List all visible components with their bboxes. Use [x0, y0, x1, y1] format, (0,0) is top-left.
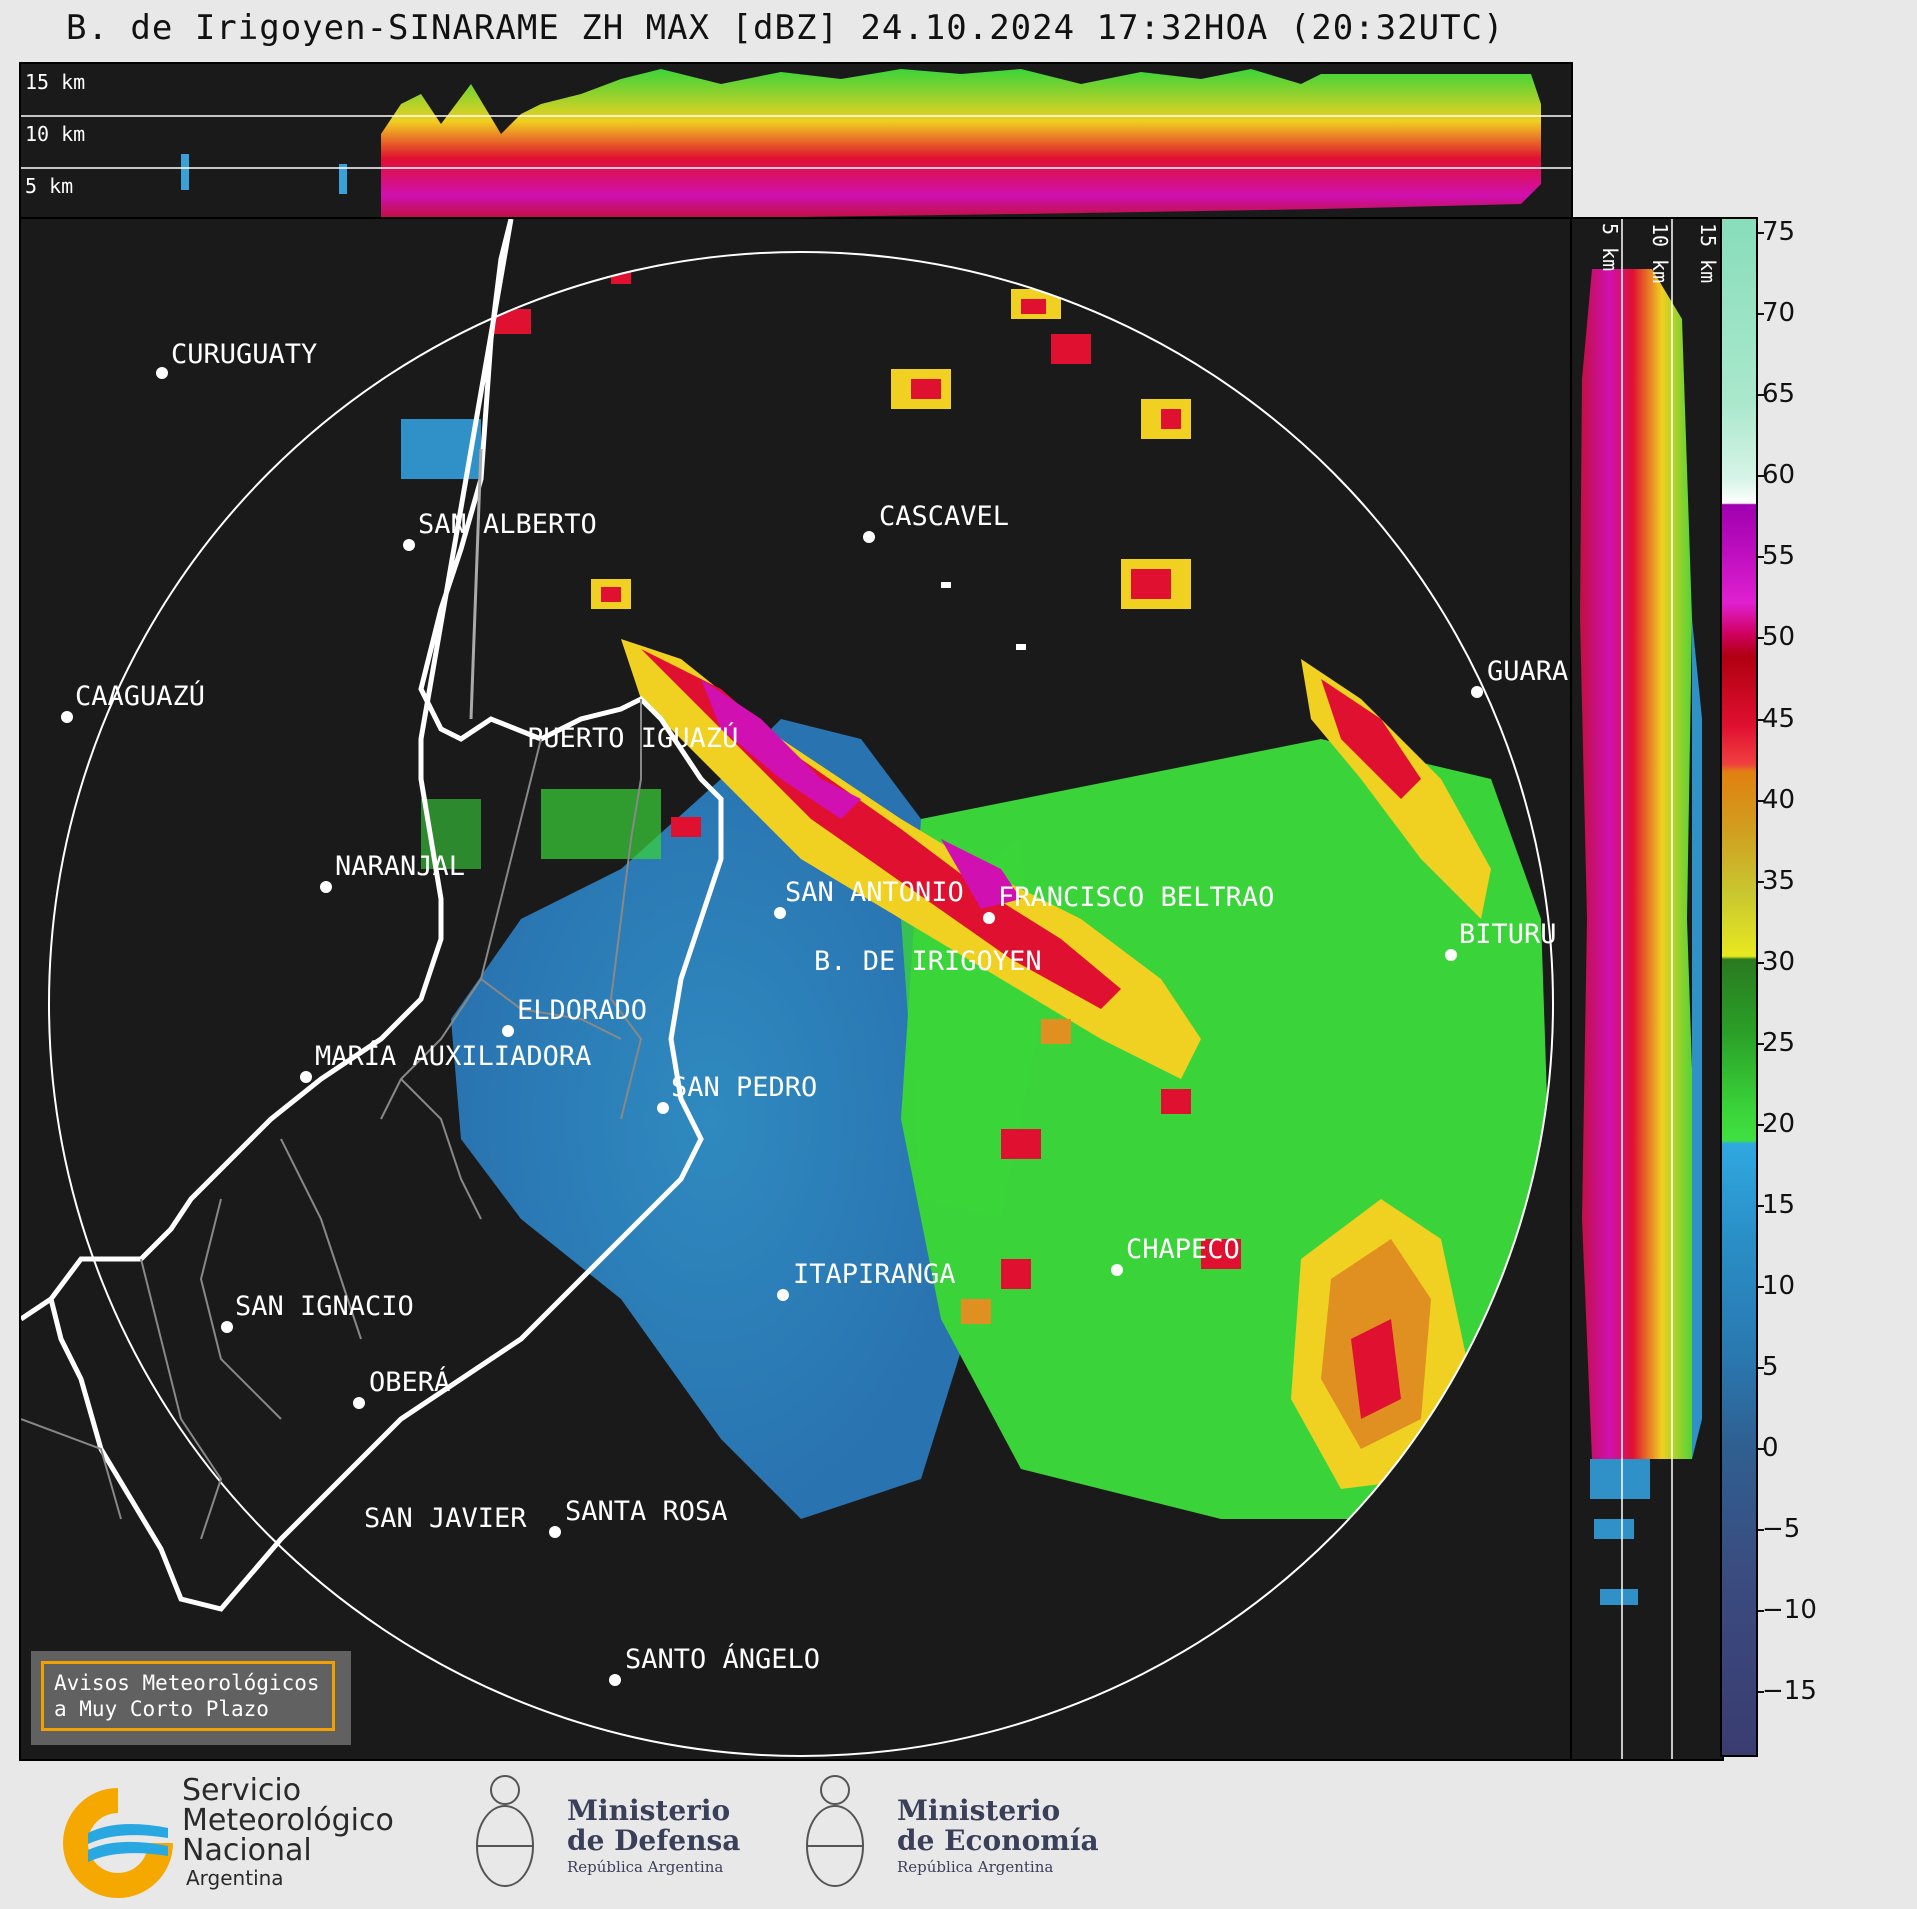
city-label-san-antonio: SAN ANTONIO	[785, 877, 964, 908]
city-dot-santo-angelo	[609, 1674, 621, 1686]
notice-frame: Avisos Meteorológicos a Muy Corto Plazo	[41, 1661, 335, 1731]
top-cross-section-image	[21, 69, 1571, 218]
smn-line-3: Nacional	[182, 1833, 312, 1868]
defensa-coat-of-arms-icon	[476, 1775, 534, 1887]
economia-line-3: República Argentina	[897, 1858, 1054, 1876]
defensa-name: Ministerio de Defensa República Argentin…	[567, 1796, 740, 1878]
city-label-naranjal: NARANJAL	[335, 851, 466, 882]
city-label-b-de-irigoyen: B. DE IRIGOYEN	[814, 946, 1042, 977]
city-label-chapeco: CHAPECO	[1126, 1234, 1240, 1265]
smn-line-1: Servicio	[182, 1773, 302, 1808]
colorbar-tick-label: 70	[1757, 298, 1796, 329]
top-alt-label-10: 10 km	[25, 122, 86, 146]
dbz-colorbar	[1720, 217, 1758, 1757]
city-dot-obera	[353, 1397, 365, 1409]
city-label-santa-rosa: SANTA ROSA	[565, 1496, 728, 1527]
colorbar-tick-label: 55	[1757, 541, 1796, 572]
colorbar-tick-label: −10	[1758, 1595, 1817, 1626]
city-dot-bituru	[1445, 949, 1457, 961]
city-dot-maria-auxiliadora	[300, 1071, 312, 1083]
economia-line-2: de Economía	[897, 1824, 1099, 1857]
radar-reflectivity-image	[21, 219, 1554, 1757]
city-label-puerto-iguazu: PUERTO IGUAZÚ	[527, 723, 739, 754]
city-label-san-pedro: SAN PEDRO	[671, 1072, 818, 1103]
map-title: B. de Irigoyen-SINARAME ZH MAX [dBZ] 24.…	[66, 8, 1505, 48]
city-dot-cascavel	[863, 531, 875, 543]
notice-line-2: a Muy Corto Plazo	[54, 1697, 269, 1721]
city-label-maria-auxiliadora: MARÍA AUXILIADORA	[315, 1041, 592, 1072]
city-label-francisco-beltrao: FRANCISCO BELTRAO	[998, 882, 1275, 913]
city-dot-naranjal	[320, 881, 332, 893]
city-dot-chapeco	[1111, 1264, 1123, 1276]
top-alt-label-15: 15 km	[25, 70, 86, 94]
city-dot-francisco-beltrao	[983, 912, 995, 924]
colorbar-tick-label: 45	[1757, 703, 1796, 734]
side-alt-label-10: 10 km	[1648, 223, 1672, 284]
side-cross-section-panel: 5 km 10 km 15 km	[1570, 217, 1724, 1761]
city-dot-san-ignacio	[221, 1321, 233, 1333]
city-label-caaguazu: CAAGUAZÚ	[75, 681, 206, 712]
smn-logo-icon	[63, 1788, 173, 1898]
city-label-cascavel: CASCAVEL	[879, 501, 1010, 532]
colorbar-tick-label: 65	[1757, 379, 1796, 410]
city-label-guara: GUARA	[1487, 656, 1569, 687]
colorbar-tick-label: 60	[1757, 460, 1796, 491]
city-dot-san-alberto	[403, 539, 415, 551]
city-dot-san-antonio	[774, 907, 786, 919]
city-label-san-javier: SAN JAVIER	[364, 1503, 527, 1534]
colorbar-tick-label: 35	[1757, 865, 1796, 896]
defensa-line-1: Ministerio	[567, 1794, 731, 1827]
city-label-eldorado: ELDORADO	[517, 995, 648, 1026]
top-alt-label-5: 5 km	[25, 174, 74, 198]
city-dot-eldorado	[502, 1025, 514, 1037]
city-dot-itapiranga	[777, 1289, 789, 1301]
colorbar-tick-label: 20	[1757, 1108, 1796, 1139]
notice-line-1: Avisos Meteorológicos	[54, 1671, 320, 1695]
economia-name: Ministerio de Economía República Argenti…	[897, 1796, 1099, 1878]
radar-map[interactable]: CURUGUATY SAN ALBERTO CASCAVEL CAAGUAZÚ …	[19, 217, 1573, 1761]
smn-line-4: Argentina	[186, 1866, 284, 1890]
city-dot-caaguazu	[61, 711, 73, 723]
city-label-santo-angelo: SANTO ÁNGELO	[625, 1644, 821, 1675]
side-cross-section-image	[1580, 219, 1702, 1759]
colorbar-tick-label: 75	[1757, 217, 1796, 248]
city-label-itapiranga: ITAPIRANGA	[793, 1259, 956, 1290]
colorbar-tick-label: −15	[1758, 1676, 1817, 1707]
colorbar-tick-label: −5	[1757, 1514, 1801, 1545]
economia-line-1: Ministerio	[897, 1794, 1061, 1827]
defensa-line-3: República Argentina	[567, 1858, 724, 1876]
city-label-san-ignacio: SAN IGNACIO	[235, 1291, 414, 1322]
footer-logos: Servicio Meteorológico Nacional Argentin…	[0, 1758, 1917, 1909]
colorbar-tick-label: 30	[1757, 946, 1796, 977]
city-dot-curuguaty	[156, 367, 168, 379]
city-label-bituru: BITURU	[1459, 919, 1557, 950]
city-dot-san-pedro	[657, 1102, 669, 1114]
colorbar-tick-label: 40	[1757, 784, 1796, 815]
colorbar-tick-label: 10	[1757, 1270, 1796, 1301]
notice-box: Avisos Meteorológicos a Muy Corto Plazo	[31, 1651, 351, 1745]
smn-line-2: Meteorológico	[182, 1803, 394, 1838]
city-label-san-alberto: SAN ALBERTO	[418, 509, 597, 540]
colorbar-tick-label: 0	[1758, 1433, 1779, 1463]
city-dot-santa-rosa	[549, 1526, 561, 1538]
colorbar-tick-label: 15	[1757, 1189, 1796, 1220]
smn-name: Servicio Meteorológico Nacional Argentin…	[182, 1773, 394, 1891]
top-cross-section-panel: 15 km 10 km 5 km	[19, 62, 1573, 220]
colorbar-tick-label: 50	[1757, 622, 1796, 653]
colorbar-tick-label: 5	[1758, 1351, 1779, 1382]
side-alt-label-15: 15 km	[1696, 223, 1720, 284]
colorbar-tick-label: 25	[1757, 1027, 1796, 1058]
city-label-obera: OBERÁ	[369, 1367, 451, 1398]
city-dot-guara	[1471, 686, 1483, 698]
defensa-line-2: de Defensa	[567, 1824, 741, 1857]
economia-coat-of-arms-icon	[806, 1775, 864, 1887]
side-alt-label-5: 5 km	[1598, 223, 1622, 272]
city-label-curuguaty: CURUGUATY	[171, 339, 318, 370]
